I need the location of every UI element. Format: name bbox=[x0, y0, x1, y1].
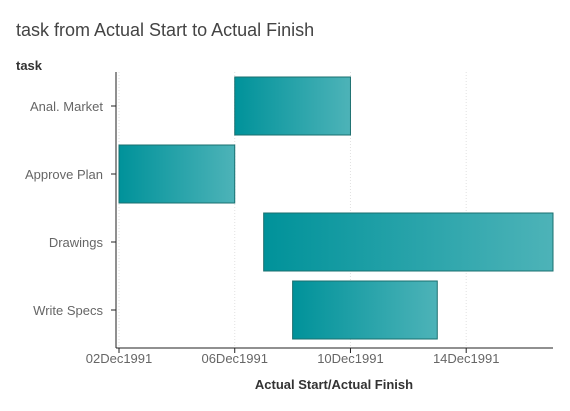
chart-title: task from Actual Start to Actual Finish bbox=[16, 20, 315, 40]
y-ticks: Anal. Market Approve Plan Drawings Write Sp… bbox=[25, 99, 116, 318]
x-axis-label: Actual Start/Actual Finish bbox=[255, 377, 413, 392]
task-bar bbox=[263, 212, 554, 272]
x-tick-label: 02Dec1991 bbox=[86, 351, 153, 366]
x-tick-label: 10Dec1991 bbox=[317, 351, 384, 366]
y-tick-label: Drawings bbox=[49, 235, 104, 250]
y-axis-label: task bbox=[16, 58, 43, 73]
task-bar bbox=[118, 144, 236, 204]
x-ticks: 02Dec1991 06Dec1991 10Dec1991 14Dec1991 bbox=[86, 348, 500, 366]
bars bbox=[118, 76, 554, 340]
y-tick-label: Anal. Market bbox=[30, 99, 103, 114]
x-tick-label: 06Dec1991 bbox=[201, 351, 268, 366]
y-tick-label: Approve Plan bbox=[25, 167, 103, 182]
task-bar bbox=[292, 280, 438, 340]
y-tick-label: Write Specs bbox=[33, 303, 103, 318]
task-bar bbox=[234, 76, 351, 136]
x-tick-label: 14Dec1991 bbox=[433, 351, 500, 366]
